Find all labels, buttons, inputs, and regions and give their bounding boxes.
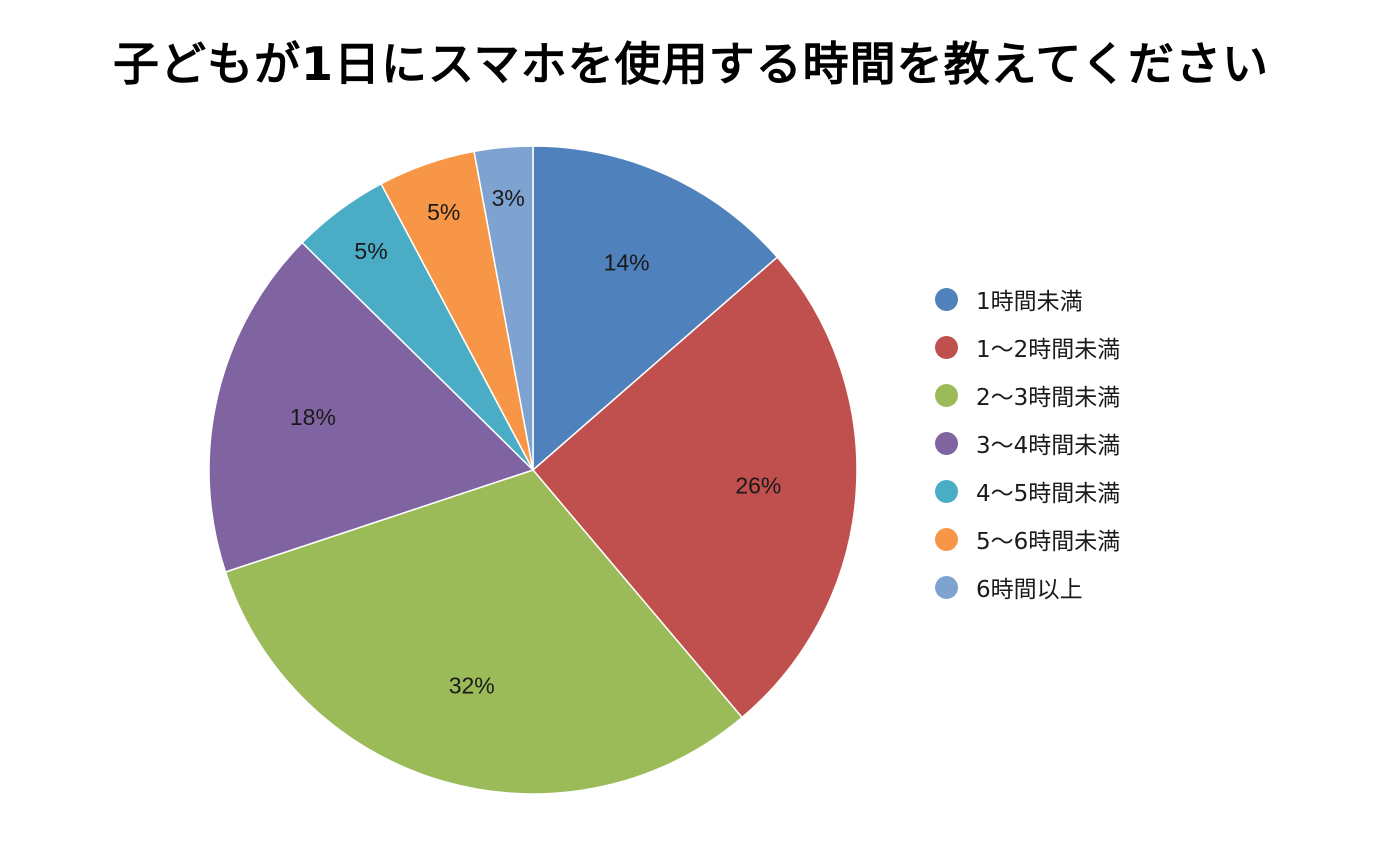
legend-swatch — [935, 383, 958, 407]
legend-item: 3～4時間未満 — [935, 419, 1120, 467]
legend-item: 6時間以上 — [935, 563, 1120, 611]
legend-item: 2～3時間未満 — [935, 371, 1120, 419]
pie-slice-1 — [532, 145, 779, 472]
data-label-2: 26% — [735, 472, 781, 498]
legend-swatch — [935, 335, 958, 359]
pie-slice-7 — [473, 145, 534, 471]
legend-label: 1時間未満 — [976, 289, 1083, 315]
legend-swatch — [935, 431, 958, 455]
legend-swatch — [935, 575, 958, 599]
pie-slice-3 — [224, 469, 744, 795]
data-label-7: 3% — [492, 185, 525, 211]
chart-title: 子どもが1日にスマホを使用する時間を教えてください — [113, 37, 1269, 91]
data-label-1: 14% — [604, 249, 650, 275]
legend-swatch — [935, 527, 958, 551]
legend-label: 3～4時間未満 — [976, 433, 1121, 459]
pie-data-labels: 14% 26% 32% 18% 5% 5% 3% — [290, 185, 782, 698]
data-label-3: 32% — [449, 673, 495, 699]
legend-label: 2～3時間未満 — [976, 385, 1121, 411]
legend-item: 4～5時間未満 — [935, 467, 1120, 515]
legend-swatch — [935, 479, 958, 503]
legend-label: 5～6時間未満 — [976, 529, 1121, 555]
legend-item: 1～2時間未満 — [935, 323, 1120, 371]
legend-item: 5～6時間未満 — [935, 515, 1120, 563]
pie-slice-2 — [531, 256, 858, 719]
data-label-6: 5% — [427, 199, 460, 225]
data-label-4: 18% — [290, 404, 336, 430]
legend-label: 4～5時間未満 — [976, 481, 1121, 507]
pie-slices — [208, 145, 858, 795]
legend-label: 6時間以上 — [976, 577, 1083, 603]
legend-swatch — [935, 287, 958, 311]
chart-legend: 1時間未満 1～2時間未満 2～3時間未満 3～4時間未満 4～5時間未満 5～6時間未満… — [935, 275, 1120, 611]
pie-slice-4 — [208, 241, 535, 573]
legend-item: 1時間未満 — [935, 275, 1120, 323]
data-label-5: 5% — [354, 238, 387, 264]
legend-label: 1～2時間未満 — [976, 337, 1121, 363]
